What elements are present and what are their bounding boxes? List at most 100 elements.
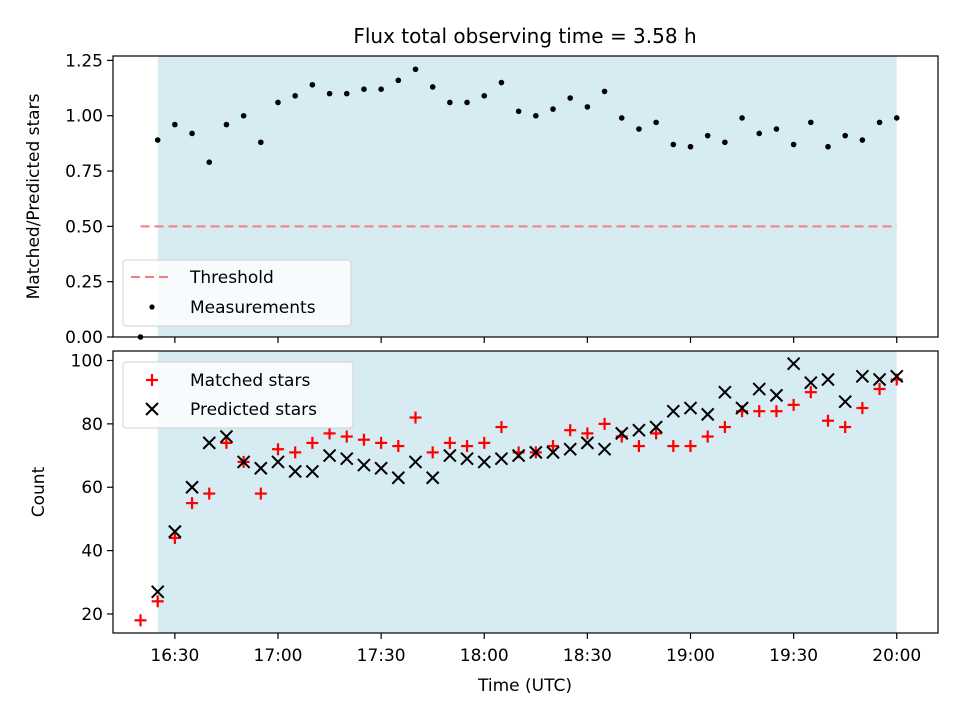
measurement-point: [172, 121, 178, 128]
x-tick-label: 16:30: [150, 646, 199, 666]
measurement-point: [395, 77, 402, 84]
predicted-point: [511, 448, 526, 463]
x-axis-ticks: [174, 337, 898, 343]
matched-point: [718, 421, 731, 434]
matched-point: [822, 414, 834, 427]
predicted-point: [769, 388, 784, 403]
measurement-point: [378, 86, 384, 92]
matched-point: [770, 405, 783, 418]
measurement-point: [292, 93, 298, 99]
predicted-point: [632, 423, 646, 437]
matched-point: [495, 421, 508, 434]
measurement-point: [154, 137, 161, 143]
measurement-point: [533, 112, 539, 119]
matched-point: [289, 446, 302, 459]
matched-point: [461, 440, 474, 453]
matched-point: [684, 440, 697, 453]
matched-point: [564, 424, 577, 437]
measurement-point: [447, 99, 453, 106]
x-axis-ticks: 16:30 17:00 17:30 18:00 18:30 19:00 19:30 20:00: [150, 633, 921, 666]
measurement-point: [481, 93, 488, 99]
predicted-point: [615, 426, 629, 441]
matched-point: [478, 436, 491, 449]
predicted-point: [718, 385, 732, 399]
y-axis-ticks: 0.00 0.25 0.50 0.75 1.00 1.25: [65, 51, 113, 348]
matched-point: [650, 427, 663, 440]
predicted-point: [597, 442, 612, 456]
predicted-point: [288, 464, 302, 479]
figure-title: Flux total observing time = 3.58 h: [353, 24, 696, 48]
ratio-panel: 0.00 0.25 0.50 0.75 1.00 1.25 Matched/Predict…: [24, 51, 939, 348]
legend-measurements-marker: [149, 304, 155, 310]
plot-frame: [112, 55, 939, 338]
measurements-series: [137, 66, 900, 340]
x-axis-label: Time (UTC): [477, 676, 572, 696]
measurement-point: [343, 90, 350, 97]
measurement-point: [206, 159, 213, 166]
matched-point: [272, 443, 284, 456]
matched-point: [581, 427, 594, 440]
predicted-point: [683, 401, 698, 415]
measurement-point: [412, 66, 419, 73]
measurement-point: [653, 119, 659, 126]
predicted-point: [460, 452, 474, 466]
predicted-point: [563, 442, 577, 456]
y-axis-ticks: 20 40 60 80 100: [71, 352, 113, 625]
legend: Matched stars Predicted stars: [122, 361, 354, 429]
measurement-point: [756, 130, 763, 137]
measurement-point: [258, 139, 264, 146]
predicted-point: [666, 404, 681, 418]
predicted-point: [185, 480, 199, 494]
predicted-point: [494, 452, 509, 466]
predicted-point: [546, 445, 560, 460]
predicted-point: [804, 375, 818, 390]
predicted-point: [477, 455, 491, 469]
y-tick-label: 20: [81, 605, 103, 625]
legend-predicted-label: Predicted stars: [190, 400, 317, 420]
measurement-point: [464, 99, 470, 106]
matched-point: [357, 433, 370, 446]
legend: Threshold Measurements: [122, 259, 352, 327]
matched-point: [323, 427, 336, 440]
legend-threshold-label: Threshold: [189, 268, 274, 288]
predicted-point: [236, 455, 251, 469]
measurement-point: [275, 99, 281, 106]
predicted-point: [838, 394, 852, 409]
predicted-point: [168, 524, 182, 539]
legend-box: [122, 259, 352, 327]
count-panel: 20 40 60 80 100 16:30 17:00 17:30 18:00 18:30 19:…: [29, 350, 939, 696]
measurement-point: [825, 143, 831, 150]
y-tick-label: 40: [81, 542, 103, 562]
predicted-point: [786, 356, 801, 371]
measurement-point: [515, 108, 522, 115]
matched-point: [186, 497, 199, 510]
legend-matched-label: Matched stars: [190, 371, 310, 391]
predicted-point: [700, 407, 715, 422]
predicted-point: [391, 471, 406, 485]
measurement-point: [808, 119, 814, 126]
predicted-point: [305, 464, 320, 479]
matched-point: [203, 487, 216, 500]
y-tick-label: 1.25: [65, 51, 103, 71]
predicted-point: [374, 461, 388, 475]
measurement-point: [601, 88, 608, 95]
y-tick-label: 0.00: [65, 328, 103, 348]
predicted-point: [890, 369, 904, 384]
legend-matched-marker: [146, 374, 158, 386]
predicted-point: [271, 455, 285, 469]
matched-stars-series: [134, 373, 903, 627]
measurement-point: [223, 121, 230, 128]
predicted-point: [580, 436, 595, 450]
predicted-point: [150, 585, 165, 599]
matched-point: [134, 614, 147, 627]
matched-point: [392, 440, 405, 453]
matched-point: [598, 417, 611, 430]
measurement-point: [584, 104, 591, 110]
measurement-point: [704, 132, 711, 139]
x-tick-label: 18:00: [460, 646, 509, 666]
matched-point: [220, 436, 233, 449]
y-tick-label: 100: [71, 352, 103, 372]
legend-measurements-label: Measurements: [190, 298, 316, 318]
predicted-point: [735, 401, 749, 415]
legend-box: [122, 361, 354, 429]
